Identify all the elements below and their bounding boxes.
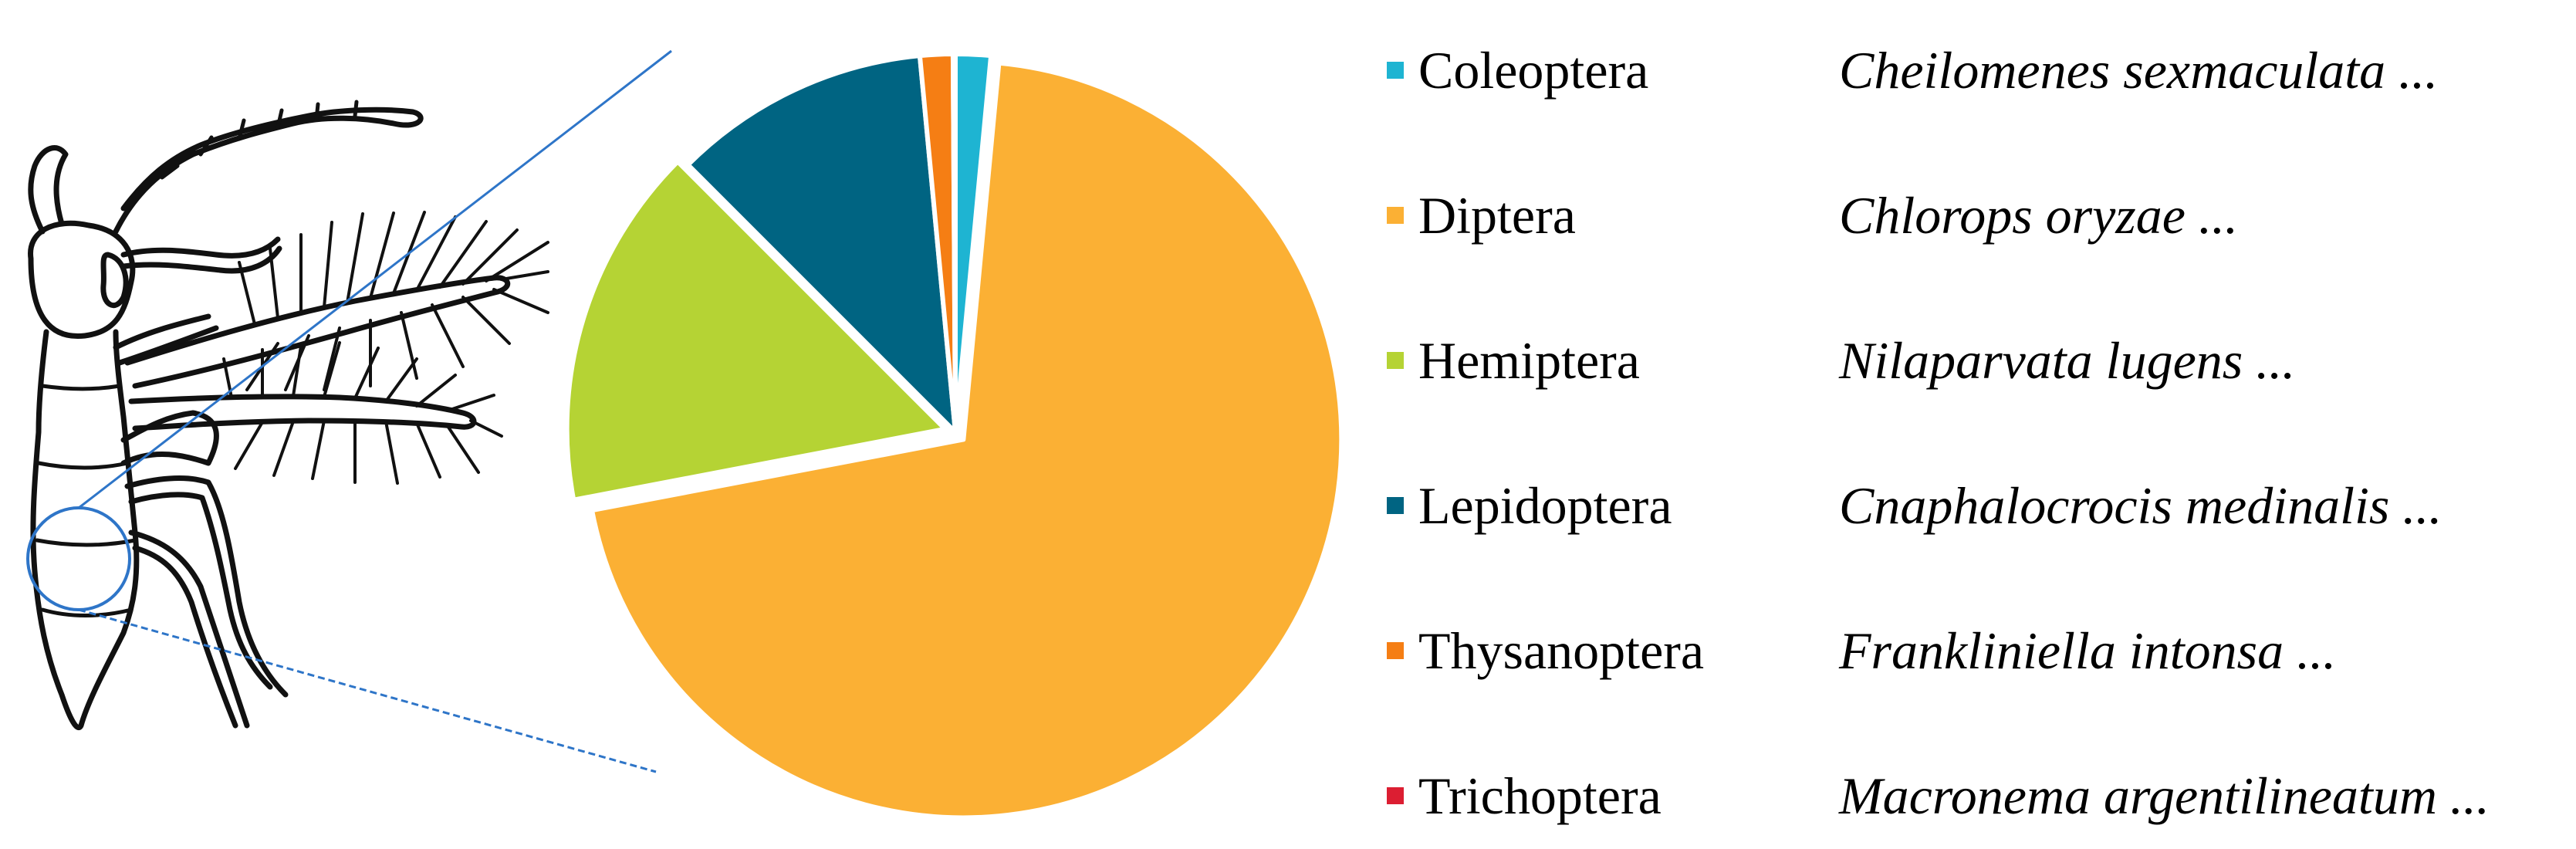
legend-item-hemiptera: Hemiptera Nilaparvata lugens ... [1387,331,2295,390]
insect-wing-lower-fringe [222,341,503,485]
legend-species: Cnaphalocrocis medinalis ... [1839,476,2442,535]
legend-label: Hemiptera [1418,331,1640,390]
pie-slice-hemiptera [564,159,948,502]
legend-item-lepidoptera: Lepidoptera Cnaphalocrocis medinalis ... [1387,476,2442,535]
zoom-callout [26,49,672,773]
legend-label: Trichoptera [1418,766,1662,825]
insect-leg-front [113,313,219,366]
insect-antenna-upper [113,107,424,235]
legend-label: Thysanoptera [1418,621,1704,680]
legend-swatch [1387,207,1404,224]
legend-label: Lepidoptera [1418,476,1672,535]
insect-wing-upper [124,275,510,389]
legend-species: Cheilomenes sexmaculata ... [1839,41,2438,100]
legend-item-diptera: Diptera Chlorops oryzae ... [1387,186,2238,245]
pie-slice-trichoptera [950,52,958,435]
zoom-line-upper [78,49,672,509]
insect-leg-top [120,410,219,466]
legend-species: Chlorops oryzae ... [1839,186,2238,245]
legend-item-coleoptera: Coleoptera Cheilomenes sexmaculata ... [1387,41,2438,100]
legend-swatch [1387,62,1404,79]
insect-leg-hind [128,529,250,729]
legend-species: Frankliniella intonsa ... [1838,621,2336,680]
insect-antenna-lower [120,236,282,274]
pie-slice-diptera [590,60,1344,820]
legend-swatch [1387,787,1404,804]
zoom-circle [26,506,131,611]
legend-swatch [1387,497,1404,514]
insect-eye [100,252,129,309]
pie-slice-lepidoptera [685,53,958,435]
insect-illustration [28,100,549,730]
legend: Coleoptera Cheilomenes sexmaculata ... Dip… [1387,41,2490,825]
legend-species: Nilaparvata lugens ... [1838,331,2295,390]
insect-wing-upper-fringe [238,211,549,391]
legend-label: Diptera [1418,186,1576,245]
legend-label: Coleoptera [1418,41,1648,100]
legend-item-trichoptera: Trichoptera Macronema argentilineatum ... [1387,766,2490,825]
insect-antenna-segments [160,100,359,180]
insect-leg-mid [124,475,289,698]
legend-swatch [1387,352,1404,369]
insect-head [28,220,136,340]
legend-species: Macronema argentilineatum ... [1838,766,2490,825]
insect-antenna-left [28,145,69,235]
zoom-line-lower [78,608,657,773]
insect-segments [35,384,137,617]
legend-item-thysanoptera: Thysanoptera Frankliniella intonsa ... [1387,621,2336,680]
legend-swatch [1387,642,1404,659]
pie-chart [564,52,1344,820]
